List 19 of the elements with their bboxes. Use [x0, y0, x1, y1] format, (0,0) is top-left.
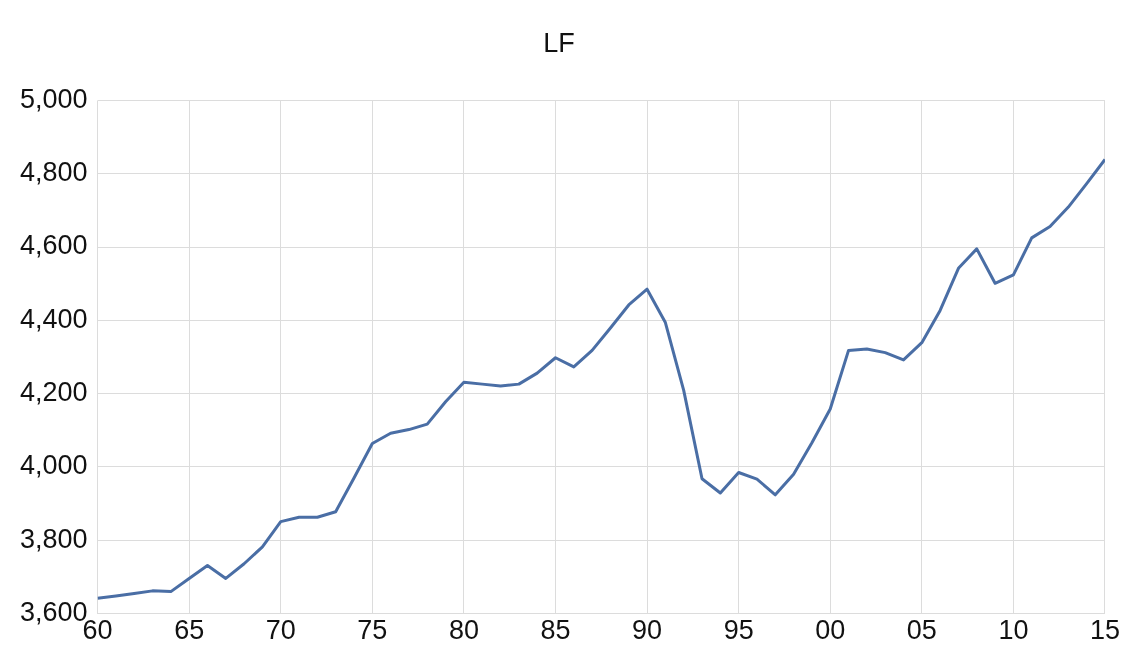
x-tick-label: 00: [815, 615, 846, 646]
y-tick-label: 5,000: [19, 83, 88, 114]
x-tick-label: 85: [540, 615, 571, 646]
y-tick-label: 4,600: [19, 230, 88, 261]
x-tick-label: 80: [448, 615, 479, 646]
x-tick-label: 05: [906, 615, 937, 646]
chart-title: LF: [543, 27, 575, 58]
x-tick-label: 10: [998, 615, 1029, 646]
y-tick-label: 4,000: [19, 450, 88, 481]
y-tick-label: 4,200: [19, 377, 88, 408]
x-tick-label: 70: [265, 615, 296, 646]
x-tick-label: 95: [723, 615, 754, 646]
x-tick-label: 15: [1089, 615, 1121, 646]
y-tick-label: 3,800: [19, 523, 88, 554]
y-tick-label: 4,400: [19, 303, 88, 334]
x-tick-label: 75: [357, 615, 388, 646]
x-tick-label: 90: [632, 615, 663, 646]
y-tick-label: 4,800: [19, 157, 88, 188]
x-tick-label: 65: [174, 615, 205, 646]
